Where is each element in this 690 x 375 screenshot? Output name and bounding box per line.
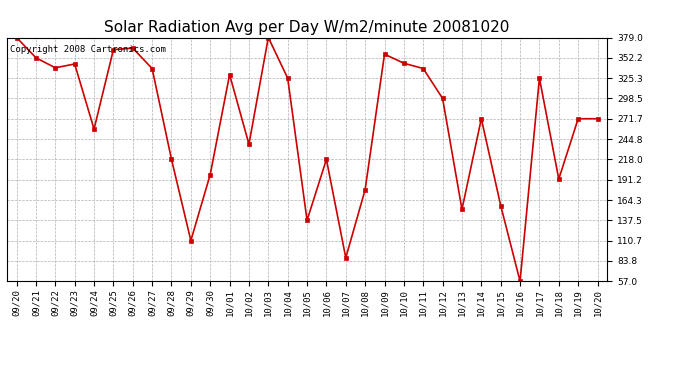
Title: Solar Radiation Avg per Day W/m2/minute 20081020: Solar Radiation Avg per Day W/m2/minute … <box>104 20 510 35</box>
Text: Copyright 2008 Cartronics.com: Copyright 2008 Cartronics.com <box>10 45 166 54</box>
